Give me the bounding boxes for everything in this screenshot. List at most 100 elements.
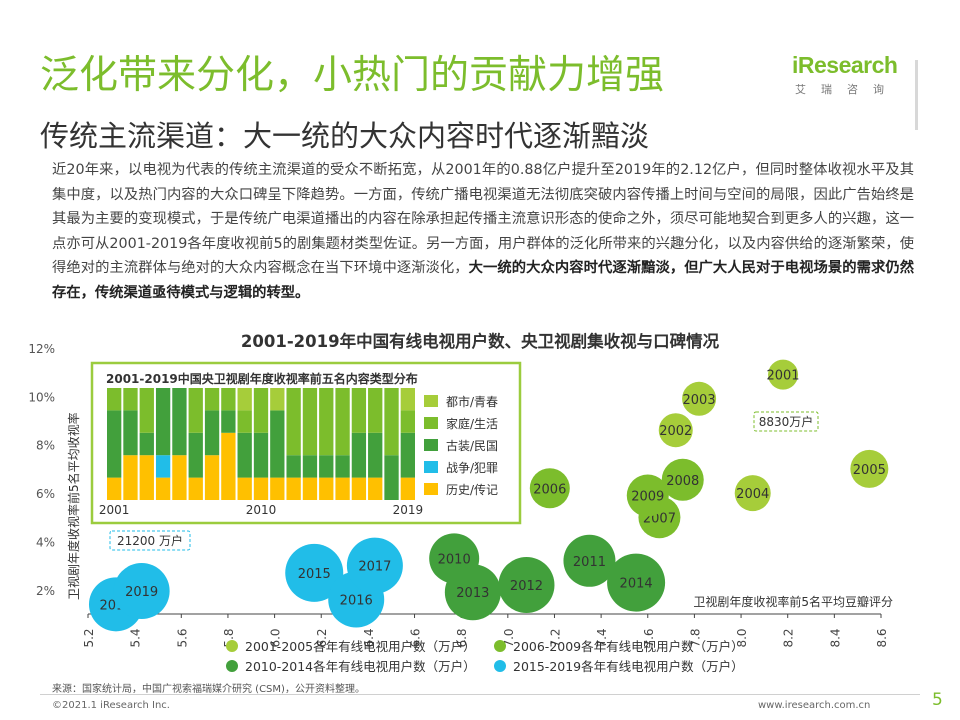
page-subtitle: 传统主流渠道：大一统的大众内容时代逐渐黯淡: [40, 119, 650, 153]
inset-legend-label: 都市/青春: [446, 394, 498, 409]
inset-bar-2011: [270, 477, 285, 500]
bubble-label-2006: 2006: [533, 482, 566, 497]
bubble-label-2010: 2010: [438, 552, 471, 567]
y-tick-label: 6%: [36, 487, 55, 501]
inset-bar-2013: [302, 388, 318, 456]
inset-bar-2001: [107, 388, 122, 411]
inset-bar-2014: [319, 388, 334, 456]
x-tick-label: 6.8: [455, 628, 469, 647]
source-note: 来源：国家统计局，中国广视索福瑞媒介研究 (CSM)，公开资料整理。: [52, 684, 365, 695]
inset-bar-2009: [237, 477, 252, 500]
bubble-2014: [607, 553, 666, 612]
page-title: 泛化带来分化，小热门的贡献力增强: [40, 53, 665, 98]
x-tick-label: 5.6: [175, 628, 189, 647]
inset-bar-2016: [351, 477, 367, 500]
bubble-label-2013: 2013: [456, 586, 489, 601]
inset-bar-2017: [368, 388, 383, 433]
x-tick-label: 6.0: [269, 628, 283, 647]
bubble-2009: [626, 474, 669, 517]
legend-label: 2006-2009各年有线电视用户数（万户）: [513, 639, 744, 654]
inset-bar-2017: [368, 477, 383, 500]
inset-bar-2009: [237, 388, 252, 411]
inset-bar-2019: [400, 410, 415, 433]
x-tick-label: 7.2: [548, 628, 562, 647]
inset-bar-2004: [155, 477, 171, 500]
inset-bar-2006: [188, 388, 203, 433]
inset-bar-2002: [123, 455, 138, 500]
bubble-label-2015: 2015: [298, 567, 331, 582]
bubble-2003: [682, 381, 717, 416]
inset-bar-2008: [221, 410, 236, 433]
chart-title: 2001-2019年中国有线电视用户数、央卫视剧集收视与口碑情况: [240, 332, 720, 351]
bubble-2001: [768, 359, 799, 390]
copyright: ©2021.1 iResearch Inc.: [52, 700, 170, 711]
body-bold-text: 大一统的大众内容时代逐渐黯淡，但广大人民对于电视场景的需求仍然存在，传统渠道亟待…: [52, 260, 915, 301]
inset-bar-2012: [286, 388, 301, 456]
legend-label: 2010-2014各年有线电视用户数（万户）: [245, 659, 476, 674]
bubble-2008: [661, 458, 704, 501]
inset-title: 2001-2019中国央卫视剧年度收视率前五名内容类型分布: [106, 371, 418, 386]
inset-bar-2010: [253, 388, 269, 433]
inset-bar-2007: [204, 410, 220, 456]
bubble-2011: [563, 534, 616, 587]
bubble-label-2001: 2001: [766, 369, 799, 384]
y-axis-label: 卫视剧年度收视率前5名平均收视率: [66, 412, 81, 600]
inset-bar-2003: [139, 455, 154, 500]
x-tick-label: 6.2: [315, 628, 329, 647]
bubble-2019: [113, 563, 170, 620]
inset-bar-2013: [302, 455, 318, 478]
y-tick-label: 2%: [36, 584, 55, 598]
legend-label: 2001-2005各年有线电视用户数（万户）: [245, 639, 476, 654]
x-tick-label: 5.2: [82, 628, 96, 647]
inset-bar-2009: [237, 432, 252, 478]
inset-bar-2015: [335, 388, 350, 456]
bubble-label-2017: 2017: [358, 560, 391, 575]
iresearch-logo: iResearch 艾瑞咨询: [792, 52, 910, 97]
x-tick-label: 8.6: [875, 628, 889, 647]
inset-bar-2016: [351, 432, 367, 478]
inset-bar-2017: [368, 432, 383, 478]
x-tick-label: 7.0: [502, 628, 516, 647]
inset-bar-2001: [107, 410, 122, 478]
inset-bar-2018: [384, 455, 399, 500]
y-tick-label: 4%: [36, 535, 55, 549]
inset-legend-swatch: [424, 483, 438, 495]
inset-bar-2019: [400, 432, 415, 478]
inset-bar-2014: [319, 455, 334, 478]
inset-bar-2006: [188, 477, 203, 500]
inset-bar-2019: [400, 388, 415, 411]
body-paragraph: 近20年来，以电视为代表的传统主流渠道的受众不断拓宽，从2001年的0.88亿户…: [52, 158, 914, 305]
inset-bar-2018: [384, 388, 399, 456]
bubble-label-2012: 2012: [510, 579, 543, 594]
x-tick-label: 8.2: [782, 628, 796, 647]
inset-legend-swatch: [424, 461, 438, 473]
y-tick-label: 12%: [28, 342, 55, 356]
inset-bar-2004: [155, 388, 171, 456]
inset-bar-2005: [172, 388, 187, 456]
x-axis-label: 卫视剧年度收视率前5名平均豆瓣评分: [693, 594, 893, 609]
inset-bar-2006: [188, 432, 203, 478]
inset-x-tick: 2001: [99, 503, 130, 517]
inset-legend-swatch: [424, 395, 438, 407]
bubble-label-2002: 2002: [659, 424, 692, 439]
inset-bar-2011: [270, 388, 285, 411]
inset-bar-2005: [172, 455, 187, 500]
annotation-2001: 8830万户: [759, 414, 814, 429]
bubble-label-2016: 2016: [340, 593, 373, 608]
inset-bar-2014: [319, 477, 334, 500]
x-tick-label: 7.8: [688, 628, 702, 647]
inset-bar-2001: [107, 477, 122, 500]
inset-bar-2002: [123, 388, 138, 411]
bubble-label-2005: 2005: [853, 463, 886, 478]
bubble-label-2004: 2004: [736, 487, 769, 502]
inset-legend-swatch: [424, 417, 438, 429]
inset-x-tick: 2019: [393, 503, 424, 517]
inset-legend-swatch: [424, 439, 438, 451]
y-tick-label: 10%: [28, 390, 55, 404]
bubble-2017: [346, 537, 403, 594]
inset-bar-2016: [351, 388, 367, 433]
x-tick-label: 6.6: [409, 628, 423, 647]
inset-bar-2008: [221, 432, 236, 500]
inset-bar-2002: [123, 410, 138, 456]
